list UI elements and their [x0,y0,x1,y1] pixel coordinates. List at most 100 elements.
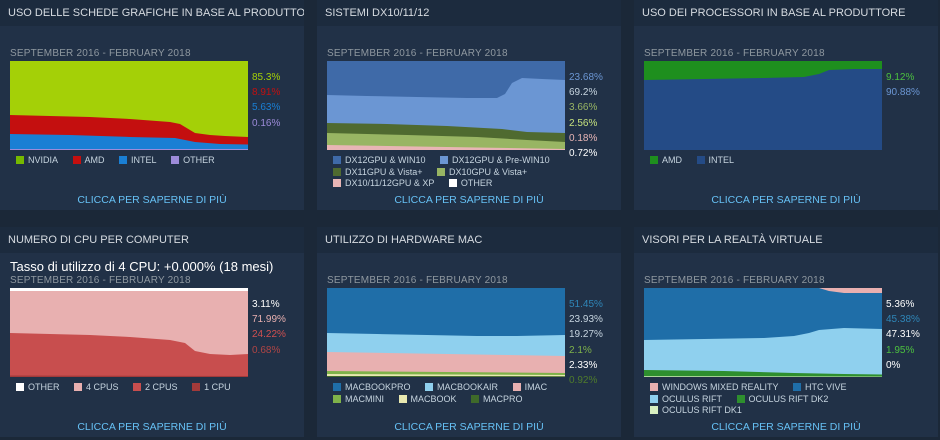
legend-label: INTEL [131,155,157,165]
legend-swatch [16,383,24,391]
cpu-vendor-area-chart [644,61,882,150]
legend: DX12GPU & WIN10 DX12GPU & Pre-WIN10 DX11… [333,155,563,190]
share-values: 9.12% 90.88% [886,70,920,100]
dx10-vista-area [327,133,565,150]
legend-swatch [192,383,201,391]
panel-header: VISORI PER LA REALTÀ VIRTUALE [634,227,938,253]
intel-share-value: 5.63% [252,102,281,114]
share-values: 3.11% 71.99% 24.22% 0.68% [252,297,286,358]
amd-share-value: 9.12% [886,72,915,83]
four-cpus-share-value: 71.99% [252,314,286,326]
legend-label: 2 CPUS [145,382,178,392]
legend-swatch [398,394,407,403]
legend-label: 1 CPU [204,382,231,392]
date-range: SEPTEMBER 2016 - FEBRUARY 2018 [10,275,191,286]
panel-header: NUMERO DI CPU PER COMPUTER [0,227,304,253]
legend: WINDOWS MIXED REALITY HTC VIVE OCULUS RI… [650,382,880,417]
gpu-vendor-panel: USO DELLE SCHEDE GRAFICHE IN BASE AL PRO… [0,0,304,210]
dx-xp-area [327,145,565,150]
cpu-vendor-panel: USO DEI PROCESSORI IN BASE AL PRODUTTORE… [634,0,938,210]
legend-swatch [448,179,457,187]
intel-share-value: 90.88% [886,87,920,99]
amd-share-value: 8.91% [252,87,281,99]
share-values: 85.3% 8.91% 5.63% 0.16% [252,70,280,131]
legend-swatch [333,167,341,176]
panel-header: USO DEI PROCESSORI IN BASE AL PRODUTTORE [634,0,938,26]
legend-item-four-cpus: 4 CPUS [74,382,119,394]
legend-swatch [425,383,434,391]
macbookpro-share-value: 51.45% [569,299,603,310]
oculus-rift-dk2-share-value: 1.95% [886,344,915,356]
legend-item-macbookpro: MACBOOKPRO [333,382,411,394]
macmini-share-value: 2.1% [569,344,592,356]
wmr-share-value: 5.36% [886,299,915,310]
legend: MACBOOKPRO MACBOOKAIR IMAC MACMINI MACBO… [333,382,563,405]
legend-item-wmr: WINDOWS MIXED REALITY [650,382,779,394]
legend-swatch [333,394,341,403]
macpro-area [327,376,565,377]
legend-label: MACPRO [483,393,523,404]
legend-swatch [171,156,180,164]
dx10-vista-share-value: 2.56% [569,117,598,129]
other-share-value: 3.11% [252,299,280,310]
share-values: 23.68% 69.2% 3.66% 2.56% 0.18% 0.72% [569,70,603,161]
legend-item-dx10-vista: DX10GPU & Vista+ [436,166,528,179]
usage-rate-note: Tasso di utilizzo di 4 CPU: +0.000% (18 … [10,259,274,274]
macbookair-share-value: 23.93% [569,314,603,326]
share-values: 51.45% 23.93% 19.27% 2.1% 2.33% 0.92% [569,297,603,388]
oculus-rift-area [644,328,882,377]
legend-label: DX12GPU & Pre-WIN10 [452,155,550,165]
learn-more-link[interactable]: CLICCA PER SAPERNE DI PIÙ [77,421,227,433]
legend-label: AMD [84,155,105,165]
legend-swatch [72,156,81,164]
intel-area [644,69,882,150]
legend-item-nvidia: NVIDIA [16,155,58,167]
learn-more-link[interactable]: CLICCA PER SAPERNE DI PIÙ [711,194,861,206]
legend-item-other: OTHER [16,382,60,394]
date-range: SEPTEMBER 2016 - FEBRUARY 2018 [327,48,508,59]
legend: NVIDIA AMD INTEL OTHER [16,155,246,167]
legend: AMD INTEL [650,155,880,167]
oculus-rift-share-value: 47.31% [886,329,920,341]
oculus-rift-dk1-area [644,376,882,377]
learn-more-link[interactable]: CLICCA PER SAPERNE DI PIÙ [394,421,544,433]
legend-label: OTHER [183,155,215,165]
legend-swatch [133,383,142,391]
date-range: SEPTEMBER 2016 - FEBRUARY 2018 [644,275,825,286]
legend-item-dx12-prewin10: DX12GPU & Pre-WIN10 [440,155,550,167]
legend-item-dx12-win10: DX12GPU & WIN10 [333,155,426,167]
date-range: SEPTEMBER 2016 - FEBRUARY 2018 [644,48,825,59]
one-cpu-area [10,375,248,377]
learn-more-link[interactable]: CLICCA PER SAPERNE DI PIÙ [77,194,227,206]
legend-item-macmini: MACMINI [333,394,384,406]
legend-item-oculus-rift-dk2: OCULUS RIFT DK2 [736,394,828,406]
learn-more-link[interactable]: CLICCA PER SAPERNE DI PIÙ [711,421,861,433]
legend-item-dx11-vista: DX11GPU & Vista+ [333,167,422,179]
panel-header: USO DELLE SCHEDE GRAFICHE IN BASE AL PRO… [0,0,304,26]
mac-hardware-area-chart [327,288,565,377]
legend-item-intel: INTEL [696,155,734,167]
intel-area [10,134,248,150]
oculus-rift-dk2-area [644,370,882,377]
oculus-rift-dk1-share-value: 0% [886,359,901,371]
legend-swatch [512,383,521,391]
legend-label: OCULUS RIFT DK1 [662,405,742,415]
legend-swatch [333,156,341,164]
date-range: SEPTEMBER 2016 - FEBRUARY 2018 [10,48,191,59]
legend-swatch [74,383,83,391]
legend-item-amd: AMD [650,155,682,167]
legend-swatch [736,394,745,403]
dx-xp-share-value: 0.18% [569,132,598,144]
legend-item-oculus-rift-dk1: OCULUS RIFT DK1 [650,405,742,417]
legend-swatch [650,394,658,403]
learn-more-link[interactable]: CLICCA PER SAPERNE DI PIÙ [394,194,544,206]
legend-label: HTC VIVE [805,382,847,392]
legend-label: DX10GPU & Vista+ [448,166,528,177]
legend: OTHER 4 CPUS 2 CPUS 1 CPU [16,382,246,394]
legend-label: NVIDIA [28,155,59,165]
legend-item-dx-other: OTHER [448,178,493,190]
legend-item-one-cpu: 1 CPU [192,382,231,394]
legend-label: OTHER [460,178,493,188]
panel-title: UTILIZZO DI HARDWARE MAC [325,234,483,246]
share-values: 5.36% 45.38% 47.31% 1.95% 0% [886,297,920,373]
